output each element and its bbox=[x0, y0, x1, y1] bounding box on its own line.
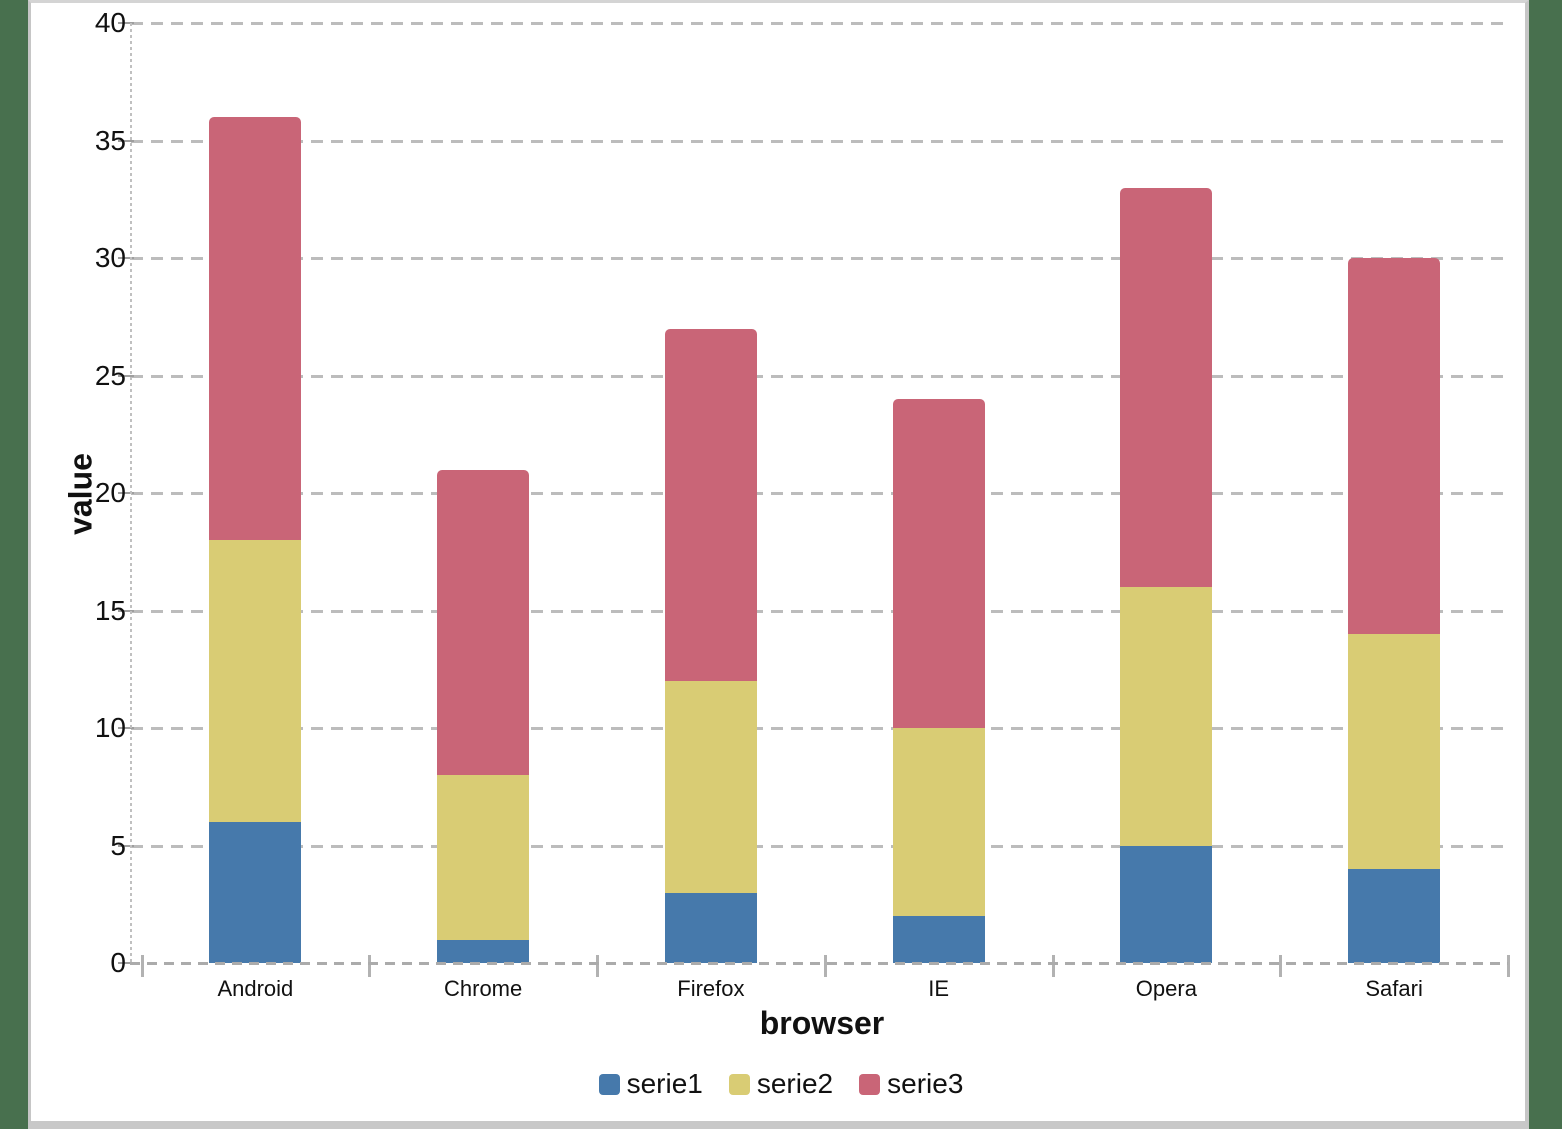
bar-segment-serie3-Opera[interactable] bbox=[1120, 187, 1213, 587]
category-label: Chrome bbox=[444, 976, 523, 1001]
y-axis-tick bbox=[118, 139, 134, 142]
bar-segment-serie3-Android[interactable] bbox=[209, 117, 302, 540]
y-axis-tick-label: 40 bbox=[94, 7, 126, 38]
y-axis-tick bbox=[118, 609, 134, 612]
y-axis-tick-label: 10 bbox=[94, 712, 126, 743]
category-label: Firefox bbox=[677, 976, 745, 1001]
legend-swatch-serie2 bbox=[728, 1073, 750, 1095]
bar-segment-serie1-Chrome[interactable] bbox=[437, 939, 530, 963]
bar-segment-serie1-Safari[interactable] bbox=[1348, 869, 1441, 963]
bar-segment-serie2-Chrome[interactable] bbox=[437, 775, 530, 940]
y-axis-tick bbox=[118, 257, 134, 259]
y-axis-tick-label: 35 bbox=[94, 124, 126, 156]
bar-segment-serie1-Firefox[interactable] bbox=[664, 892, 757, 963]
bar-segment-serie2-Firefox[interactable] bbox=[664, 681, 757, 893]
gridline bbox=[131, 257, 1508, 260]
y-axis-tick-label: 25 bbox=[94, 359, 126, 391]
bar-segment-serie3-Safari[interactable] bbox=[1348, 258, 1441, 634]
legend: serie1 serie2 serie3 bbox=[0, 1068, 1562, 1100]
category-label: Opera bbox=[1135, 976, 1197, 1001]
y-axis-tick-label: 30 bbox=[94, 242, 126, 273]
legend-label: serie1 bbox=[626, 1068, 703, 1099]
x-axis-title: browser bbox=[759, 1005, 885, 1041]
y-axis-tick-label: 15 bbox=[94, 594, 126, 626]
x-axis-tick bbox=[140, 955, 144, 977]
x-axis-tick bbox=[1507, 955, 1510, 977]
x-axis-tick bbox=[596, 955, 599, 977]
y-axis-title: value bbox=[62, 453, 99, 535]
legend-item-serie1[interactable]: serie1 bbox=[598, 1068, 703, 1100]
category-label: Safari bbox=[1365, 976, 1423, 1001]
bar-segment-serie2-Safari[interactable] bbox=[1348, 634, 1441, 869]
y-axis-tick bbox=[118, 844, 134, 847]
legend-label: serie3 bbox=[887, 1068, 964, 1099]
gridline bbox=[131, 844, 1508, 848]
y-axis-tick bbox=[118, 492, 134, 494]
y-axis-tick bbox=[118, 22, 134, 24]
gridline bbox=[131, 22, 1508, 25]
y-axis-tick-label: 20 bbox=[94, 477, 126, 508]
gridline bbox=[131, 727, 1508, 730]
bar-segment-serie2-IE[interactable] bbox=[892, 728, 985, 916]
legend-item-serie3[interactable]: serie3 bbox=[859, 1068, 963, 1100]
x-axis-tick bbox=[1051, 955, 1055, 977]
legend-item-serie2[interactable]: serie2 bbox=[728, 1068, 834, 1100]
y-axis-tick bbox=[118, 727, 134, 729]
bar-segment-serie1-IE[interactable] bbox=[892, 916, 985, 963]
bar-segment-serie3-IE[interactable] bbox=[892, 399, 985, 728]
y-axis-tick-label: 5 bbox=[110, 829, 126, 861]
gridline bbox=[131, 139, 1508, 143]
gridline bbox=[131, 374, 1508, 378]
y-axis-tick-label: 0 bbox=[110, 947, 126, 978]
bar-segment-serie3-Chrome[interactable] bbox=[437, 469, 530, 775]
bar-segment-serie1-Opera[interactable] bbox=[1120, 845, 1213, 963]
y-axis-line bbox=[130, 23, 132, 963]
x-axis-tick bbox=[1279, 955, 1283, 977]
gridline bbox=[131, 492, 1508, 495]
category-label: Android bbox=[217, 976, 294, 1001]
x-axis-tick bbox=[368, 955, 372, 977]
legend-swatch-serie1 bbox=[598, 1073, 620, 1095]
category-label: IE bbox=[928, 976, 950, 1001]
bar-segment-serie2-Opera[interactable] bbox=[1120, 587, 1213, 846]
bar-segment-serie3-Firefox[interactable] bbox=[664, 328, 757, 681]
gridline bbox=[131, 609, 1508, 613]
x-axis-tick bbox=[823, 955, 827, 977]
legend-swatch-serie3 bbox=[859, 1073, 881, 1095]
bar-segment-serie2-Android[interactable] bbox=[209, 540, 302, 822]
y-axis-tick bbox=[118, 962, 134, 964]
legend-label: serie2 bbox=[756, 1068, 834, 1099]
bar-segment-serie1-Android[interactable] bbox=[209, 822, 302, 963]
x-axis-line bbox=[130, 962, 1508, 965]
y-axis-tick bbox=[118, 374, 134, 377]
